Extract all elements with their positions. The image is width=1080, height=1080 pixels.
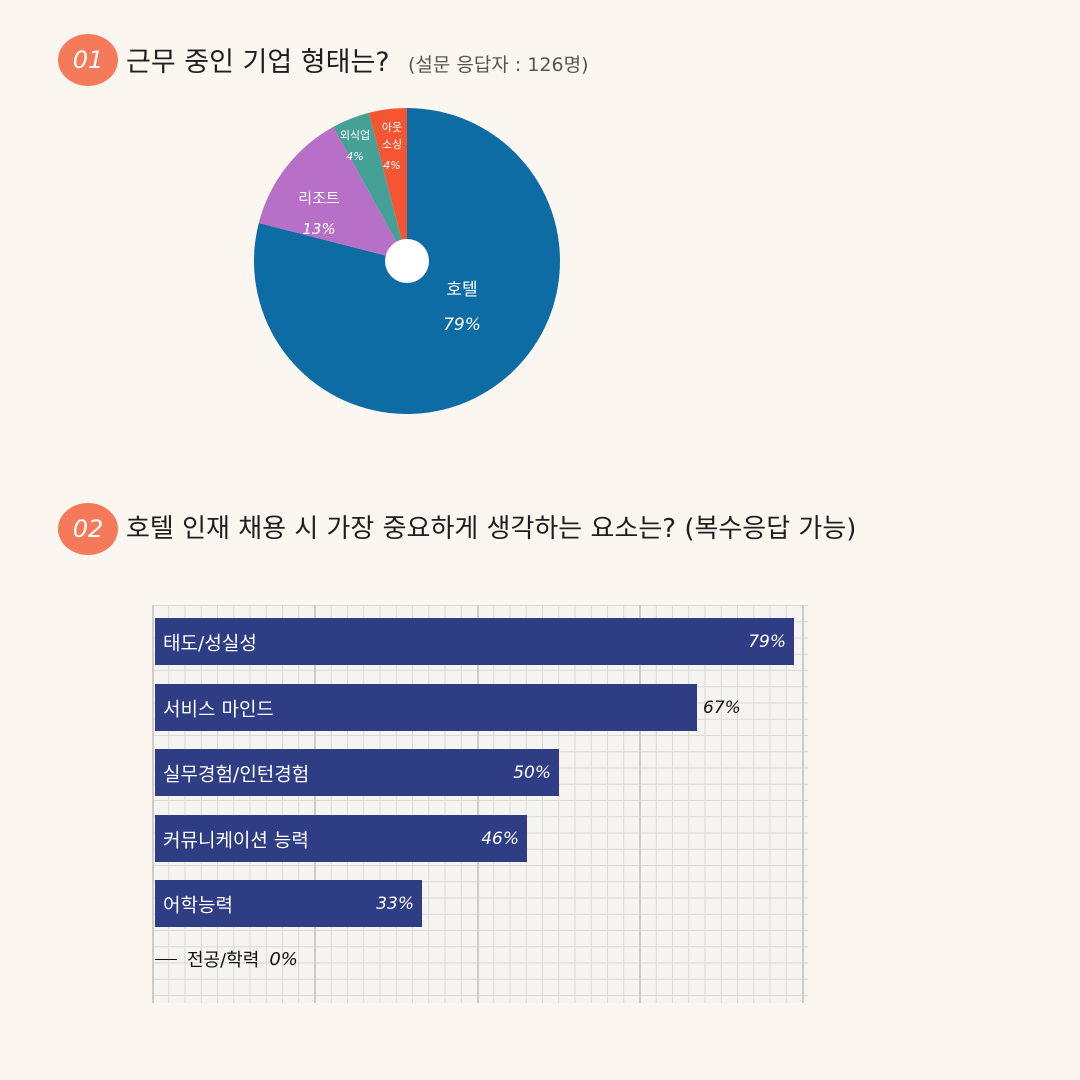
pie-slice-2	[333, 112, 407, 261]
pie-slice-3	[368, 108, 407, 261]
bar-label-3: 커뮤니케이션 능력	[163, 829, 309, 851]
pie-value-1: 13%	[302, 220, 335, 238]
bar-value-1: 67%	[703, 697, 741, 718]
bar-row-zero: 전공/학력 0%	[155, 947, 298, 971]
bar-chart-grid	[152, 605, 808, 1003]
bar-label-2: 실무경험/인턴경험	[163, 763, 310, 785]
bar-0: 태도/성실성 79%	[155, 618, 794, 665]
question-1-number: 01	[72, 46, 104, 74]
bar-value-2: 50%	[513, 762, 551, 783]
question-1-badge: 01	[58, 34, 118, 86]
pie-slice-1	[258, 126, 407, 261]
bar-2: 실무경험/인턴경험 50%	[155, 749, 559, 796]
pie-label-3-0: 아웃	[382, 121, 402, 134]
pie-donut-hole	[385, 239, 429, 283]
bar-label-0: 태도/성실성	[163, 632, 257, 654]
bar-value-3: 46%	[481, 828, 519, 849]
question-2-number: 02	[72, 515, 104, 543]
bar-value-zero: 0%	[269, 948, 298, 970]
pie-value-3: 4%	[383, 159, 400, 172]
zero-dash-line	[155, 958, 177, 960]
bar-label-1: 서비스 마인드	[163, 698, 274, 720]
pie-label-2: 외식업	[340, 129, 370, 142]
pie-label-1: 리조트	[298, 189, 340, 207]
question-2-title: 호텔 인재 채용 시 가장 중요하게 생각하는 요소는? (복수응답 가능)	[126, 514, 857, 544]
pie-label-0: 호텔	[446, 280, 477, 300]
pie-label-3-1: 소싱	[382, 138, 402, 151]
question-2-badge: 02	[58, 503, 118, 555]
bar-4: 어학능력 33%	[155, 880, 422, 927]
bar-1: 서비스 마인드 67%	[155, 684, 741, 731]
bar-value-0: 79%	[748, 631, 786, 652]
bar-3: 커뮤니케이션 능력 46%	[155, 815, 527, 862]
respondent-count-note: (설문 응답자 : 126명)	[408, 54, 589, 76]
question-1-title: 근무 중인 기업 형태는?	[126, 47, 390, 78]
pie-value-2: 4%	[346, 150, 363, 163]
bar-label-4: 어학능력	[163, 894, 233, 916]
bar-value-4: 33%	[376, 893, 414, 914]
pie-value-0: 79%	[443, 315, 481, 335]
bar-label-zero: 전공/학력	[187, 950, 260, 971]
